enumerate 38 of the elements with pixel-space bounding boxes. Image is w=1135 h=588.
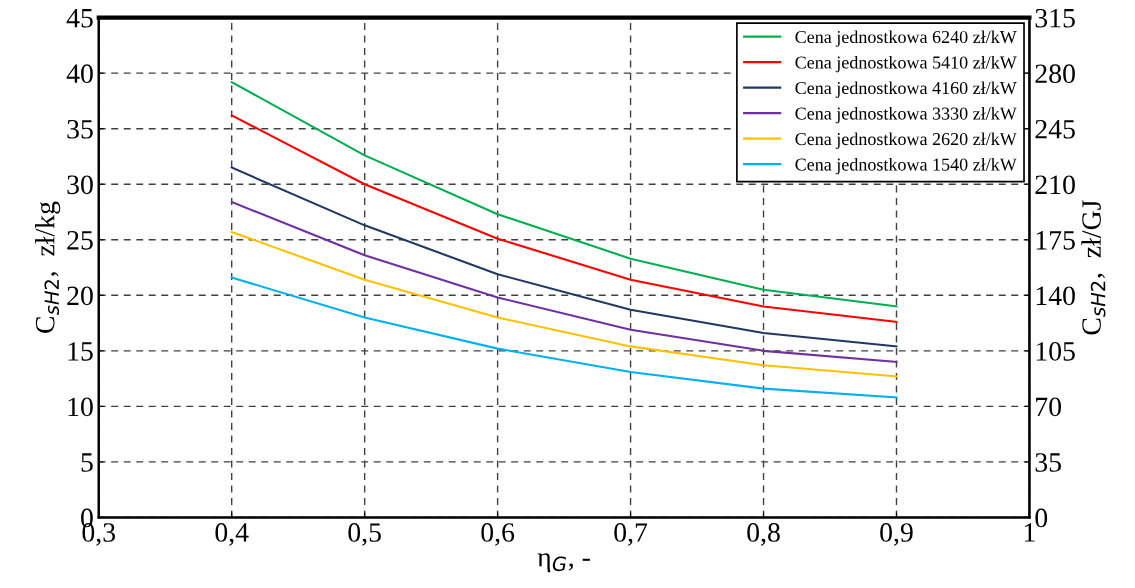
legend-label: Cena jednostkowa 1540 zł/kW <box>795 157 1017 175</box>
y-tick-label: 5 <box>81 453 93 472</box>
x-tick-label: 0,9 <box>880 523 913 546</box>
legend-label: Cena jednostkowa 3330 zł/kW <box>795 106 1017 124</box>
legend-label: Cena jednostkowa 4160 zł/kW <box>795 81 1017 98</box>
line-series <box>230 230 898 378</box>
y-tick-label: 40 <box>66 64 93 84</box>
y2-tick-label: 140 <box>1036 286 1075 306</box>
y2-tick-label: 210 <box>1035 175 1075 195</box>
x-tick-label: 0,8 <box>747 523 780 546</box>
x-tick-label: 0,5 <box>348 523 381 546</box>
x-tick-label: 0,4 <box>215 523 249 546</box>
x-tick-label: 0,7 <box>614 523 648 546</box>
y-tick-label: 45 <box>66 8 93 28</box>
x-tick-label: 1 <box>1024 523 1035 542</box>
legend-label: Cena jednostkowa 6240 zł/kW <box>795 30 1017 47</box>
y-axis-title: C$_{sH2}$, zł/kg <box>34 201 61 333</box>
y-tick-label: 10 <box>68 397 93 417</box>
line-series <box>230 200 898 363</box>
x-axis-title: η$_{G}$, - <box>537 553 590 573</box>
legend-label: Cena jednostkowa 2620 zł/kW <box>795 132 1017 149</box>
y2-tick-label: 175 <box>1036 231 1075 250</box>
legend-label: Cena jednostkowa 5410 zł/kW <box>795 55 1017 73</box>
y-tick-label: 20 <box>67 286 93 306</box>
y2-tick-label: 315 <box>1035 8 1075 28</box>
y-tick-label: 15 <box>68 342 93 361</box>
y-tick-label: 25 <box>67 231 93 250</box>
y-tick-label: 35 <box>67 119 93 139</box>
y2-tick-label: 0 <box>1035 508 1048 528</box>
y2-tick-label: 35 <box>1035 453 1061 472</box>
y2-tick-label: 280 <box>1035 64 1075 84</box>
y2-tick-label: 70 <box>1036 397 1062 417</box>
y2-tick-label: 105 <box>1036 342 1075 361</box>
x-tick-label: 0,6 <box>481 523 515 546</box>
y2-tick-label: 245 <box>1035 119 1075 139</box>
line-series <box>230 276 898 399</box>
y2-axis-title: C$_{sH2}$, zł/GJ <box>1081 200 1106 335</box>
y-tick-label: 30 <box>67 175 93 195</box>
